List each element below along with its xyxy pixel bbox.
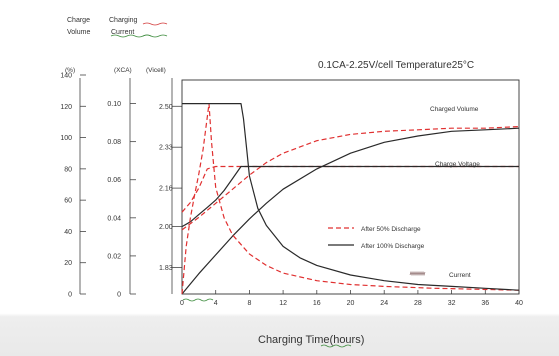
legend-label-50: After 50% Discharge <box>361 226 421 233</box>
series-legend: After 50% Discharge After 100% Discharge… <box>328 226 471 279</box>
x-tick-label: 16 <box>313 300 321 307</box>
x-tick-label: 32 <box>448 300 456 307</box>
axis-unit-xca: (XCA) <box>114 67 132 74</box>
vcell-tick-label: 1.83 <box>159 265 173 272</box>
pct-tick-label: 140 <box>60 73 72 80</box>
top-legend: Charge Volume Charging Current <box>67 17 168 38</box>
x-tick-label: 28 <box>414 300 422 307</box>
pct-tick-label: 80 <box>64 166 72 173</box>
axes <box>79 78 173 294</box>
series-line-charging-current-50 <box>181 103 520 295</box>
top-legend-label-1b: Volume <box>67 29 90 36</box>
series-line-charged-volume-100 <box>181 127 520 295</box>
pct-tick-label: 0 <box>68 292 72 299</box>
annotation-charge-voltage: Charge Voltage <box>435 161 480 168</box>
x-tick-label: 40 <box>515 300 523 307</box>
series-line-charged-volume-50 <box>181 126 520 231</box>
xlabel-squiggle <box>320 344 352 348</box>
vcell-tick-label: 2.50 <box>159 104 173 111</box>
x-axis-label: Charging Time(hours) <box>258 334 364 346</box>
plot-area <box>181 79 520 295</box>
legend-squiggle-green-2 <box>142 34 168 38</box>
ticks: 1401201008060402000.100.080.060.040.0202… <box>60 73 523 308</box>
x-tick-label: 4 <box>214 300 218 307</box>
x-tick-label: 36 <box>481 300 489 307</box>
xca-tick-label: 0.08 <box>107 139 121 146</box>
x-tick-label: 20 <box>347 300 355 307</box>
x-tick-label: 24 <box>380 300 388 307</box>
series-line-charge-voltage-100 <box>181 165 519 228</box>
top-legend-label-1a: Charge <box>67 17 90 24</box>
legend-label-100: After 100% Discharge <box>361 243 425 250</box>
xca-tick-label: 0.04 <box>107 215 121 222</box>
annotation-current: Current <box>449 272 471 279</box>
pct-tick-label: 60 <box>64 198 72 205</box>
xca-tick-label: 0.06 <box>107 177 121 184</box>
axis-unit-vcell: (Vicell) <box>146 67 166 74</box>
axis-unit-percent: (%) <box>65 67 75 74</box>
curves <box>181 103 520 295</box>
legend-squiggle-red <box>142 22 168 26</box>
x-tick-label: 0 <box>180 300 184 307</box>
vcell-tick-label: 2.33 <box>159 145 173 152</box>
pct-tick-label: 20 <box>64 260 72 267</box>
xca-tick-label: 0.10 <box>107 101 121 108</box>
chart-title: 0.1CA-2.25V/cell Temperature25°C <box>318 60 474 71</box>
annotation-charged-volume: Charged Volume <box>430 106 479 113</box>
xtick-squiggle <box>182 298 214 302</box>
series-line-charging-current-100 <box>182 103 520 291</box>
top-legend-label-2b: Current <box>111 29 134 36</box>
x-tick-label: 12 <box>279 300 287 307</box>
pct-tick-label: 100 <box>60 135 72 142</box>
xca-tick-label: 0.02 <box>107 253 121 260</box>
current-scribble <box>409 270 426 277</box>
pct-tick-label: 40 <box>64 229 72 236</box>
vcell-tick-label: 2.16 <box>159 186 173 193</box>
x-tick-label: 8 <box>247 300 251 307</box>
vcell-tick-label: 2.00 <box>159 224 173 231</box>
top-legend-label-2a: Charging <box>109 17 138 24</box>
xca-tick-label: 0 <box>117 292 121 299</box>
pct-tick-label: 120 <box>60 104 72 111</box>
